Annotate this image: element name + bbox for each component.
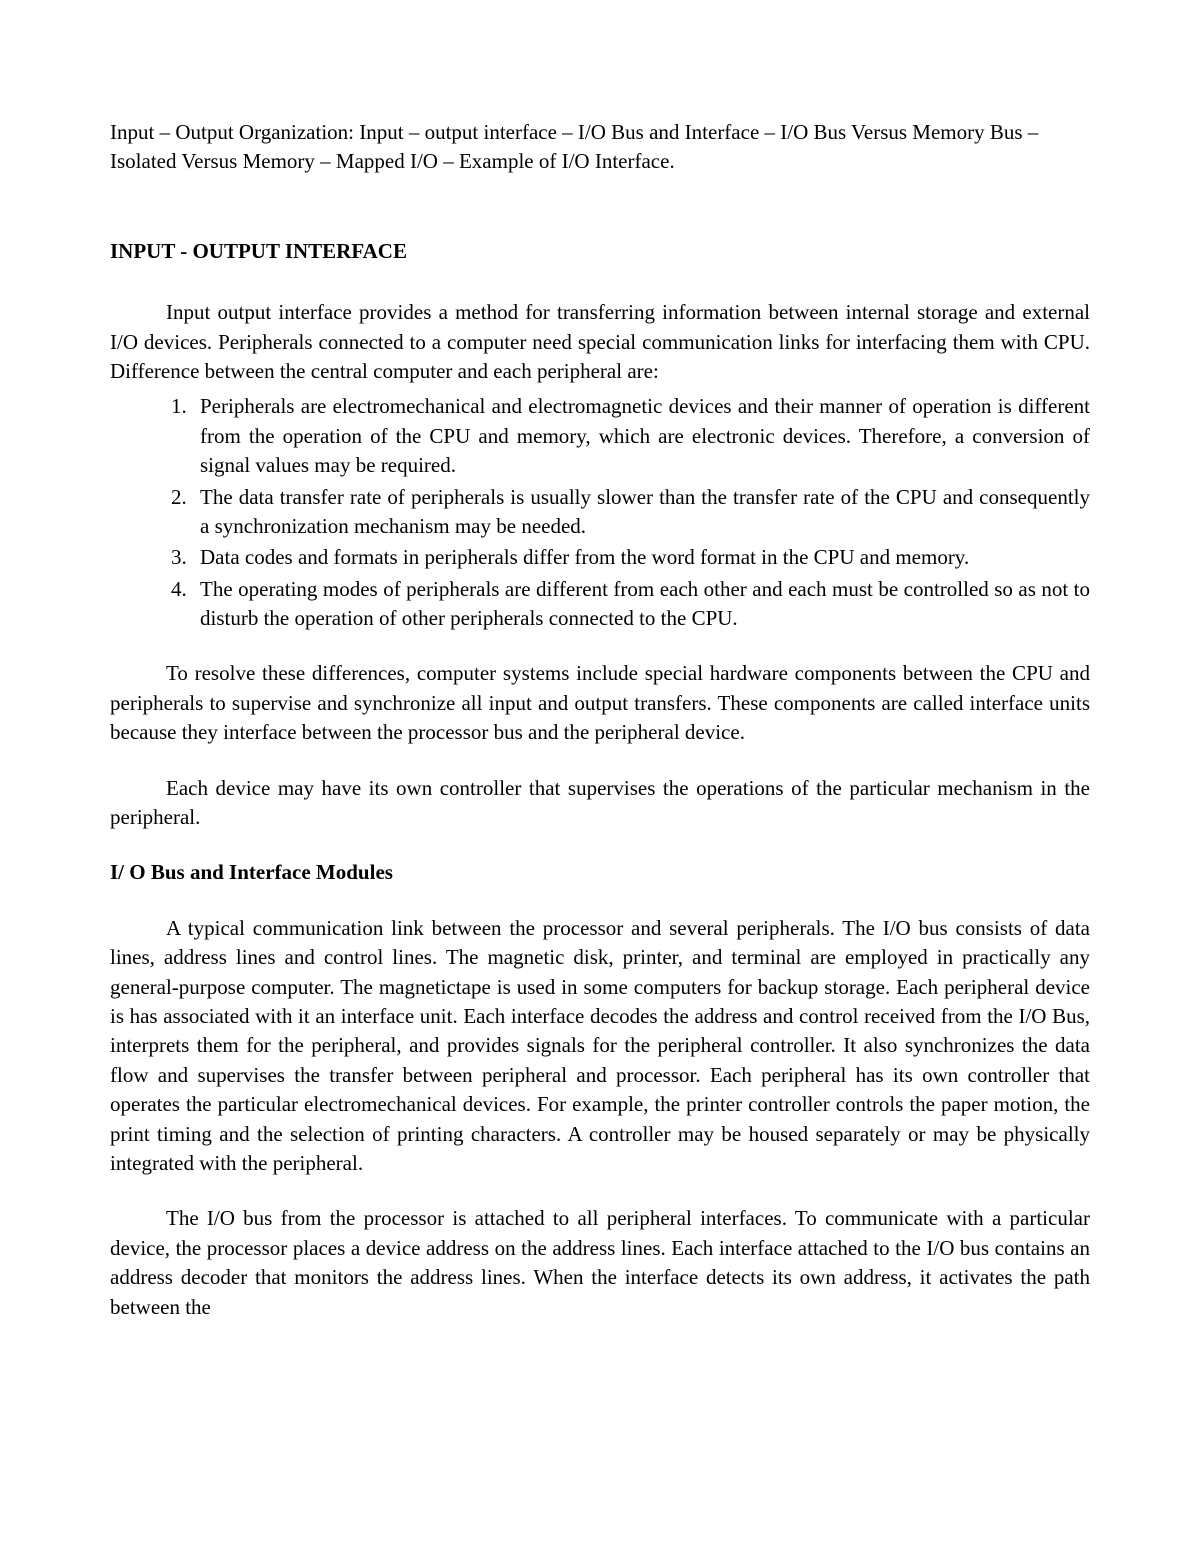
heading-input-output-interface: INPUT - OUTPUT INTERFACE <box>110 237 1090 266</box>
document-page: Input – Output Organization: Input – out… <box>0 0 1200 1553</box>
list-item: Peripherals are electromechanical and el… <box>192 392 1090 480</box>
resolve-paragraph: To resolve these differences, computer s… <box>110 659 1090 747</box>
list-item: The operating modes of peripherals are d… <box>192 575 1090 634</box>
list-item: The data transfer rate of peripherals is… <box>192 483 1090 542</box>
io-bus-paragraph: The I/O bus from the processor is attach… <box>110 1204 1090 1322</box>
heading-io-bus-modules: I/ O Bus and Interface Modules <box>110 858 1090 887</box>
intro-paragraph: Input output interface provides a method… <box>110 298 1090 386</box>
typical-link-paragraph: A typical communication link between the… <box>110 914 1090 1179</box>
topic-line: Input – Output Organization: Input – out… <box>110 118 1090 177</box>
list-item: Data codes and formats in peripherals di… <box>192 543 1090 572</box>
differences-list: Peripherals are electromechanical and el… <box>110 392 1090 633</box>
controller-paragraph: Each device may have its own controller … <box>110 774 1090 833</box>
